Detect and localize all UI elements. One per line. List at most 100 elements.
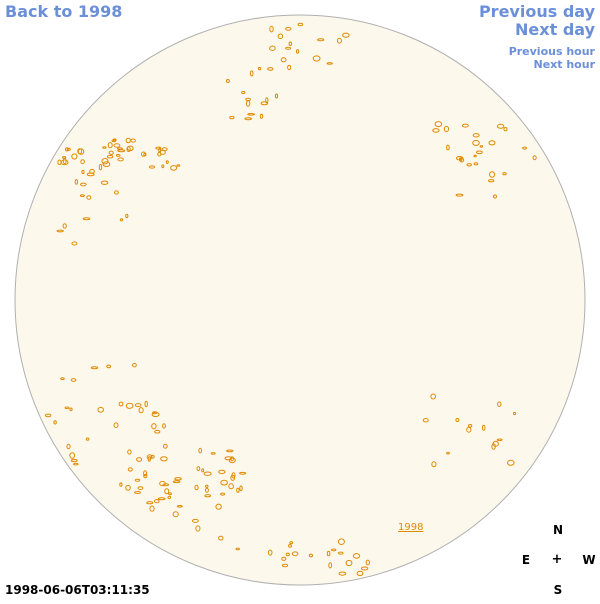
next-hour-link[interactable]: Next hour	[533, 58, 596, 71]
contour-mark	[352, 553, 361, 559]
contour-mark	[160, 456, 168, 462]
contour-mark	[289, 541, 294, 545]
contour-mark	[291, 551, 299, 557]
contour-mark	[176, 164, 181, 167]
contour-mark	[356, 570, 364, 577]
contour-mark	[196, 466, 201, 472]
contour-mark	[161, 164, 165, 169]
contour-mark	[295, 49, 300, 54]
contour-mark	[73, 462, 79, 466]
contour-mark	[134, 478, 141, 482]
previous-day-link[interactable]: Previous day	[478, 2, 595, 21]
contour-mark	[172, 511, 179, 518]
contour-mark	[98, 164, 103, 171]
contour-mark	[80, 182, 87, 187]
contour-mark	[235, 547, 240, 551]
contour-mark	[422, 418, 429, 423]
contour-mark	[532, 155, 537, 161]
contour-mark	[60, 377, 65, 381]
contour-mark	[220, 492, 226, 496]
contour-mark	[127, 467, 133, 472]
back-to-year-link[interactable]: Back to 1998	[5, 2, 123, 21]
contour-mark	[430, 393, 437, 400]
year-marker-link[interactable]: 1998	[398, 522, 424, 533]
contour-mark	[205, 484, 209, 488]
contour-mark	[492, 440, 499, 447]
contour-mark	[210, 452, 216, 455]
contour-mark	[488, 140, 496, 146]
contour-mark	[269, 25, 274, 33]
contour-mark	[114, 190, 119, 195]
next-day-link[interactable]: Next day	[515, 20, 595, 39]
contour-mark	[125, 484, 131, 491]
contour-mark	[473, 154, 477, 158]
contour-mark	[170, 165, 178, 171]
contour-mark	[192, 518, 199, 523]
contour-mark	[151, 411, 160, 418]
contour-mark	[71, 241, 78, 246]
contour-mark	[496, 123, 505, 129]
contour-mark	[117, 147, 123, 150]
contour-mark	[228, 457, 236, 464]
contour-mark	[326, 550, 331, 557]
contour-mark	[225, 79, 230, 83]
contour-mark	[204, 487, 209, 493]
contour-mark	[472, 133, 480, 138]
contour-mark	[71, 153, 78, 160]
contour-mark	[162, 483, 170, 487]
contour-mark	[285, 46, 292, 50]
contour-mark	[150, 454, 155, 459]
contour-mark	[159, 480, 166, 487]
contour-mark	[481, 424, 486, 431]
contour-mark	[69, 407, 73, 412]
contour-mark	[285, 26, 292, 31]
contour-mark	[507, 459, 515, 466]
contour-mark	[127, 449, 132, 455]
contour-mark	[267, 67, 274, 71]
contour-mark	[89, 168, 95, 174]
contour-mark	[194, 484, 199, 491]
contour-mark	[132, 363, 137, 368]
contour-mark	[162, 423, 166, 429]
contour-mark	[53, 420, 57, 425]
contour-mark	[111, 139, 117, 143]
contour-mark	[455, 417, 460, 423]
contour-mark	[56, 229, 64, 233]
contour-mark	[70, 458, 78, 463]
contour-mark	[134, 403, 142, 408]
contour-mark	[249, 70, 254, 77]
contour-mark	[281, 563, 289, 568]
contour-mark	[100, 180, 109, 185]
contour-mark	[297, 22, 304, 27]
contour-mark	[285, 552, 290, 557]
contour-mark	[337, 538, 345, 546]
contour-mark	[97, 406, 104, 413]
contour-mark	[176, 505, 183, 508]
contour-mark	[130, 138, 136, 143]
previous-hour-link[interactable]: Previous hour	[508, 45, 595, 58]
contour-mark	[102, 161, 111, 168]
contour-mark	[79, 194, 85, 198]
contour-mark	[328, 562, 333, 569]
contour-mark	[125, 213, 129, 219]
contour-mark	[267, 549, 273, 556]
contour-mark	[115, 154, 121, 157]
contour-mark	[502, 172, 507, 176]
contour-mark	[244, 117, 252, 121]
contour-mark	[162, 443, 168, 449]
compass-south: S	[553, 583, 563, 597]
contour-mark	[245, 97, 251, 102]
active-region-contours	[45, 22, 537, 577]
contour-mark	[172, 480, 181, 484]
contour-mark	[149, 505, 155, 512]
contour-mark	[432, 128, 440, 133]
contour-mark	[228, 483, 234, 490]
contour-mark	[497, 401, 502, 408]
contour-mark	[455, 193, 464, 197]
contour-mark	[74, 179, 79, 185]
contour-mark	[146, 454, 153, 460]
contour-mark	[489, 171, 496, 178]
contour-mark	[146, 501, 154, 505]
